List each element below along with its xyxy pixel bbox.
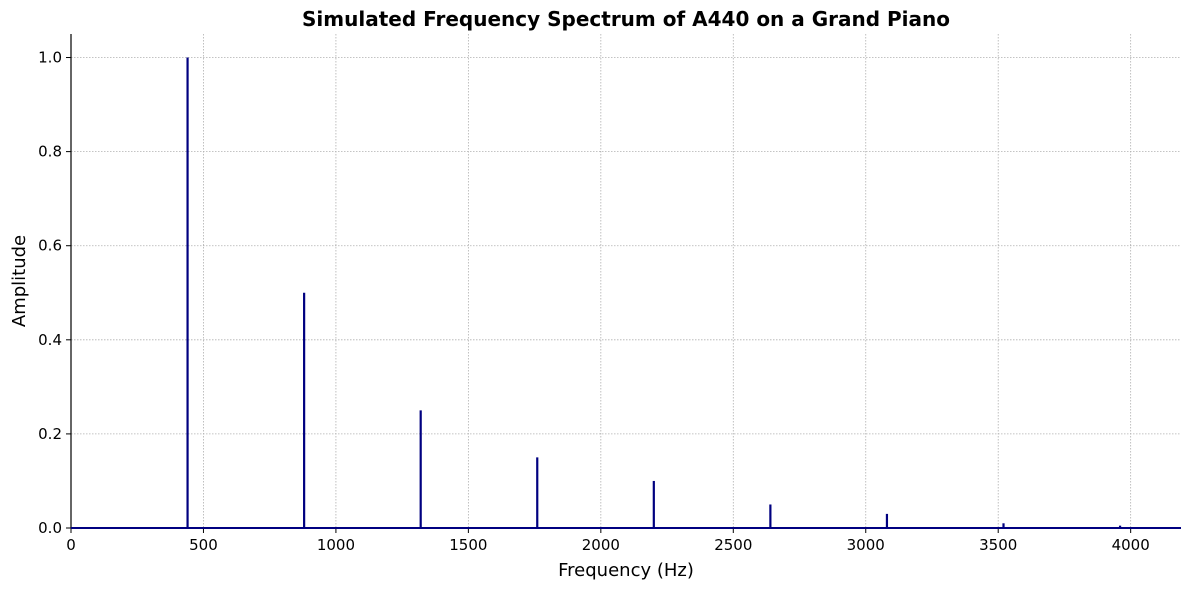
ticks: 0 500 1000 1500 2000 2500 3000 3500 4000 0.0 0.2 0.… — [38, 49, 1150, 554]
y-tick-label: 0.2 — [38, 425, 62, 443]
x-tick-label: 500 — [189, 536, 218, 554]
x-tick-label: 3000 — [847, 536, 885, 554]
y-tick-label: 0.8 — [38, 143, 62, 161]
grid — [70, 34, 1181, 529]
x-tick-label: 2500 — [714, 536, 752, 554]
y-axis-label: Amplitude — [9, 235, 30, 327]
y-tick-label: 1.0 — [38, 49, 62, 67]
axes — [70, 34, 1181, 529]
y-tick-label: 0.6 — [38, 237, 62, 255]
chart-title: Simulated Frequency Spectrum of A440 on … — [302, 7, 950, 31]
x-tick-label: 1000 — [317, 536, 355, 554]
x-tick-label: 2000 — [582, 536, 620, 554]
series — [71, 57, 1181, 529]
x-tick-label: 4000 — [1112, 536, 1150, 554]
x-tick-label: 3500 — [979, 536, 1017, 554]
y-tick-label: 0.0 — [38, 519, 62, 537]
x-axis-label: Frequency (Hz) — [558, 560, 694, 581]
x-tick-label: 0 — [66, 536, 76, 554]
x-tick-label: 1500 — [449, 536, 487, 554]
y-tick-label: 0.4 — [38, 331, 62, 349]
